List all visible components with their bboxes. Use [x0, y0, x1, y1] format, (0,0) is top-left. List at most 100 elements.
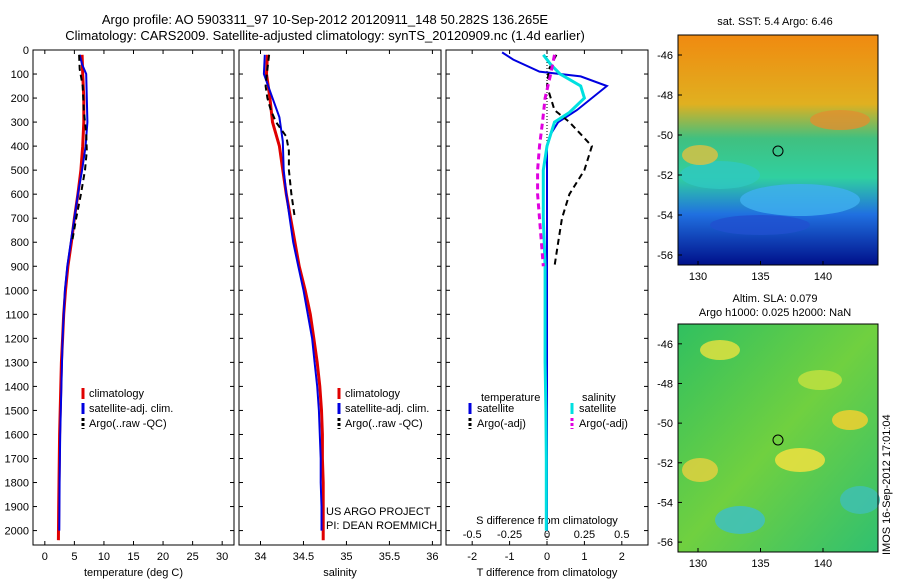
- y-tick-label: 400: [11, 141, 29, 153]
- x-top-tick-label: -0.5: [463, 529, 482, 541]
- sst-patch: [740, 184, 860, 216]
- series-line-3: [264, 54, 296, 219]
- sla-patch: [798, 370, 842, 390]
- y-tick-label: 500: [11, 165, 29, 177]
- sst-title: sat. SST: 5.4 Argo: 6.46: [717, 16, 833, 28]
- series-line-3: [71, 54, 88, 243]
- map-x-tick-label: 135: [751, 271, 769, 283]
- legend-label: climatology: [89, 388, 145, 400]
- y-tick-label: 600: [11, 189, 29, 201]
- imos-watermark: IMOS 16-Sep-2012 17:01:04: [881, 414, 893, 555]
- map-y-tick-label: -54: [657, 210, 673, 222]
- sst-patch: [680, 161, 760, 189]
- legend-title-temperature: temperature: [481, 392, 540, 404]
- map-x-tick-label: 135: [751, 558, 769, 570]
- legend-label: satellite-adj. clim.: [89, 403, 173, 415]
- map-y-tick-label: -46: [657, 50, 673, 62]
- y-tick-label: 1200: [5, 333, 29, 345]
- legend-label: climatology: [345, 388, 401, 400]
- x-tick-label: 2: [619, 551, 625, 563]
- x-tick-label: 10: [98, 551, 110, 563]
- sla-argo-marker: [772, 434, 784, 446]
- map-y-tick-label: -48: [657, 90, 673, 102]
- map-y-tick-label: -50: [657, 418, 673, 430]
- sst-frame: [677, 34, 879, 266]
- x-axis-label: temperature (deg C): [84, 567, 183, 579]
- x-top-tick-label: 0: [544, 529, 550, 541]
- map-y-tick-label: -56: [657, 250, 673, 262]
- y-tick-label: 1000: [5, 285, 29, 297]
- figure-title-line1: Argo profile: AO 5903311_97 10-Sep-2012 …: [101, 12, 549, 27]
- series-line-2: [58, 54, 89, 531]
- legend-label: Argo(..raw -QC): [89, 418, 167, 430]
- x-top-tick-label: 0.25: [574, 529, 595, 541]
- legend-label: Argo(-adj): [477, 418, 526, 430]
- map-y-tick-label: -56: [657, 537, 673, 549]
- sla-title: Altim. SLA: 0.079: [733, 293, 818, 305]
- sla-patch: [840, 486, 880, 514]
- y-tick-label: 800: [11, 237, 29, 249]
- sst-patch: [810, 110, 870, 130]
- y-tick-label: 1300: [5, 357, 29, 369]
- map-x-tick-label: 140: [814, 271, 832, 283]
- sla-subtitle: Argo h1000: 0.025 h2000: NaN: [699, 307, 851, 319]
- sla-patch: [775, 448, 825, 472]
- sla-patch: [715, 506, 765, 534]
- sst-patch: [682, 145, 718, 165]
- y-tick-label: 0: [23, 45, 29, 57]
- x-tick-label: -2: [467, 551, 477, 563]
- sla-frame: [677, 323, 879, 553]
- map-x-tick-label: 130: [689, 271, 707, 283]
- x-tick-label: 25: [186, 551, 198, 563]
- legend-label: Argo(-adj): [579, 418, 628, 430]
- series-line-1: [264, 54, 325, 541]
- x-tick-label: 0: [42, 551, 48, 563]
- panel-annotation: PI: DEAN ROEMMICH: [326, 520, 437, 532]
- legend-label: satellite: [477, 403, 514, 415]
- y-tick-label: 1800: [5, 478, 29, 490]
- y-tick-label: 100: [11, 69, 29, 81]
- x-tick-label: 35: [340, 551, 352, 563]
- sla-patch: [700, 340, 740, 360]
- series-line-2: [262, 54, 323, 531]
- panel-annotation: US ARGO PROJECT: [326, 506, 431, 518]
- map-y-tick-label: -52: [657, 170, 673, 182]
- y-tick-label: 1100: [5, 309, 29, 321]
- y-tick-label: 1600: [5, 429, 29, 441]
- x-tick-label: 36: [426, 551, 438, 563]
- map-y-tick-label: -50: [657, 130, 673, 142]
- profile-panel-3: -2 -1 0 1 2T difference from climatology -0.5…: [445, 49, 649, 579]
- profile-panel-1: 0100200300400500600700800900100011001200…: [5, 45, 235, 579]
- x-top-tick-label: 0.5: [614, 529, 629, 541]
- legend-title-salinity: salinity: [582, 392, 616, 404]
- panel-frame: [238, 49, 442, 546]
- legend-label: satellite-adj. clim.: [345, 403, 429, 415]
- sla-field: [678, 324, 878, 552]
- sst-map: sat. SST: 5.4 Argo: 6.46 -46 -48 -50 -52 -54…: [657, 16, 879, 283]
- x-top-tick-label: -0.25: [497, 529, 522, 541]
- x-axis-label: T difference from climatology: [477, 567, 618, 579]
- x-tick-label: 30: [216, 551, 228, 563]
- sla-map: Altim. SLA: 0.079 Argo h1000: 0.025 h200…: [657, 293, 880, 570]
- sst-argo-marker: [772, 145, 784, 157]
- series-line-3: [541, 53, 587, 531]
- sla-patch: [832, 410, 868, 430]
- figure-title-line2: Climatology: CARS2009. Satellite-adjuste…: [65, 28, 585, 43]
- x-tick-label: 34.5: [293, 551, 314, 563]
- x-tick-label: 34: [254, 551, 266, 563]
- y-tick-label: 1500: [5, 405, 29, 417]
- y-tick-label: 300: [11, 117, 29, 129]
- panel-frame: [32, 49, 235, 546]
- map-y-tick-label: -52: [657, 458, 673, 470]
- map-x-tick-label: 140: [814, 558, 832, 570]
- series-line-4: [536, 54, 556, 267]
- profile-panel-2: 34 34.5 35 35.5 36 salinity climatology satelli…: [238, 49, 442, 579]
- x-tick-label: 35.5: [379, 551, 400, 563]
- y-tick-label: 1700: [5, 453, 29, 465]
- x-tick-label: 5: [71, 551, 77, 563]
- x-tick-label: 15: [127, 551, 139, 563]
- x-tick-label: 0: [544, 551, 550, 563]
- map-y-tick-label: -48: [657, 378, 673, 390]
- map-x-tick-label: 130: [689, 558, 707, 570]
